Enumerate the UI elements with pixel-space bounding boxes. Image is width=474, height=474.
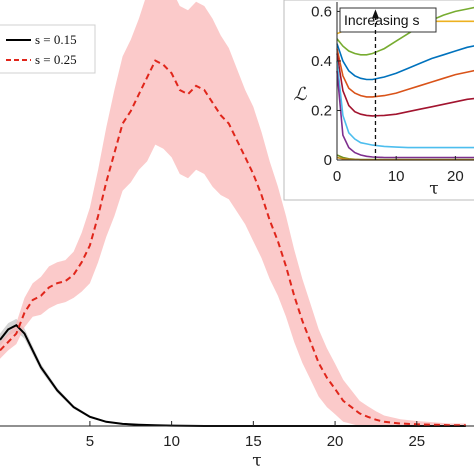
annotation-text: Increasing s: [344, 12, 419, 28]
main-confidence-bands: [0, 0, 466, 426]
main-legend: s = 0.15 s = 0.25: [0, 24, 96, 74]
inset-y-axis-label: ℒ: [294, 84, 308, 105]
inset-frame: [283, 0, 474, 201]
legend-label-s015: s = 0.15: [35, 32, 77, 47]
inset-y-tick-label: 0.6: [311, 3, 332, 20]
inset-x-axis-label: τ: [429, 179, 438, 199]
x-tick-label: 20: [327, 433, 344, 450]
inset-y-tick-label: 0: [324, 152, 332, 169]
inset-x-tick-label: 10: [388, 168, 405, 185]
inset-x-ticks: 0 10 20: [333, 156, 464, 185]
legend-label-s025: s = 0.25: [35, 52, 77, 67]
annotation-box: [339, 7, 437, 33]
band-series-1: [0, 0, 466, 426]
x-tick-label: 5: [86, 433, 94, 450]
inset-annotation: Increasing s: [339, 7, 437, 160]
main-x-ticks: 5 10 15 20 25: [86, 421, 425, 450]
band-series-0: [0, 318, 466, 426]
x-tick-label: 10: [163, 433, 180, 450]
inset-line-1: [336, 6, 474, 56]
line-series-0: [0, 323, 466, 427]
x-tick-label: 25: [408, 433, 425, 450]
inset-x-tick-label: 20: [447, 168, 464, 185]
inset-x-tick-label: 0: [333, 168, 341, 185]
inset-y-tick-label: 0.2: [311, 102, 332, 119]
inset-line-2: [336, 43, 474, 81]
inset-line-5: [336, 60, 474, 149]
inset-line-4: [336, 53, 474, 117]
inset-y-ticks: 0 0.2 0.4 0.6: [311, 3, 341, 169]
x-tick-label: 15: [245, 433, 262, 450]
inset-y-tick-label: 0.4: [311, 53, 332, 70]
main-x-axis-label: τ: [252, 451, 261, 471]
annotation-arrowhead: [371, 9, 379, 19]
legend-box: [0, 24, 96, 74]
inset-line-3: [336, 48, 474, 98]
line-series-1: [0, 59, 466, 427]
inset-chart: 0 0.2 0.4 0.6 0 10 20 ℒ τ Increasing s: [283, 0, 474, 201]
